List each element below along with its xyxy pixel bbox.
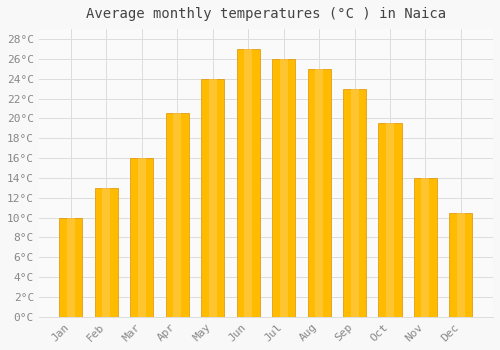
Bar [174,113,182,317]
Bar [138,158,146,317]
Bar [102,188,110,317]
Bar [343,89,366,317]
Bar [280,59,287,317]
Bar [457,212,465,317]
Bar [201,79,224,317]
Bar [166,113,189,317]
Bar [378,123,402,317]
Bar [386,123,394,317]
Bar [315,69,323,317]
Bar [130,158,154,317]
Bar [308,69,330,317]
Title: Average monthly temperatures (°C ) in Naica: Average monthly temperatures (°C ) in Na… [86,7,446,21]
Bar [450,212,472,317]
Bar [350,89,358,317]
Bar [422,178,430,317]
Bar [95,188,118,317]
Bar [272,59,295,317]
Bar [236,49,260,317]
Bar [414,178,437,317]
Bar [244,49,252,317]
Bar [208,79,217,317]
Bar [60,218,82,317]
Bar [67,218,75,317]
